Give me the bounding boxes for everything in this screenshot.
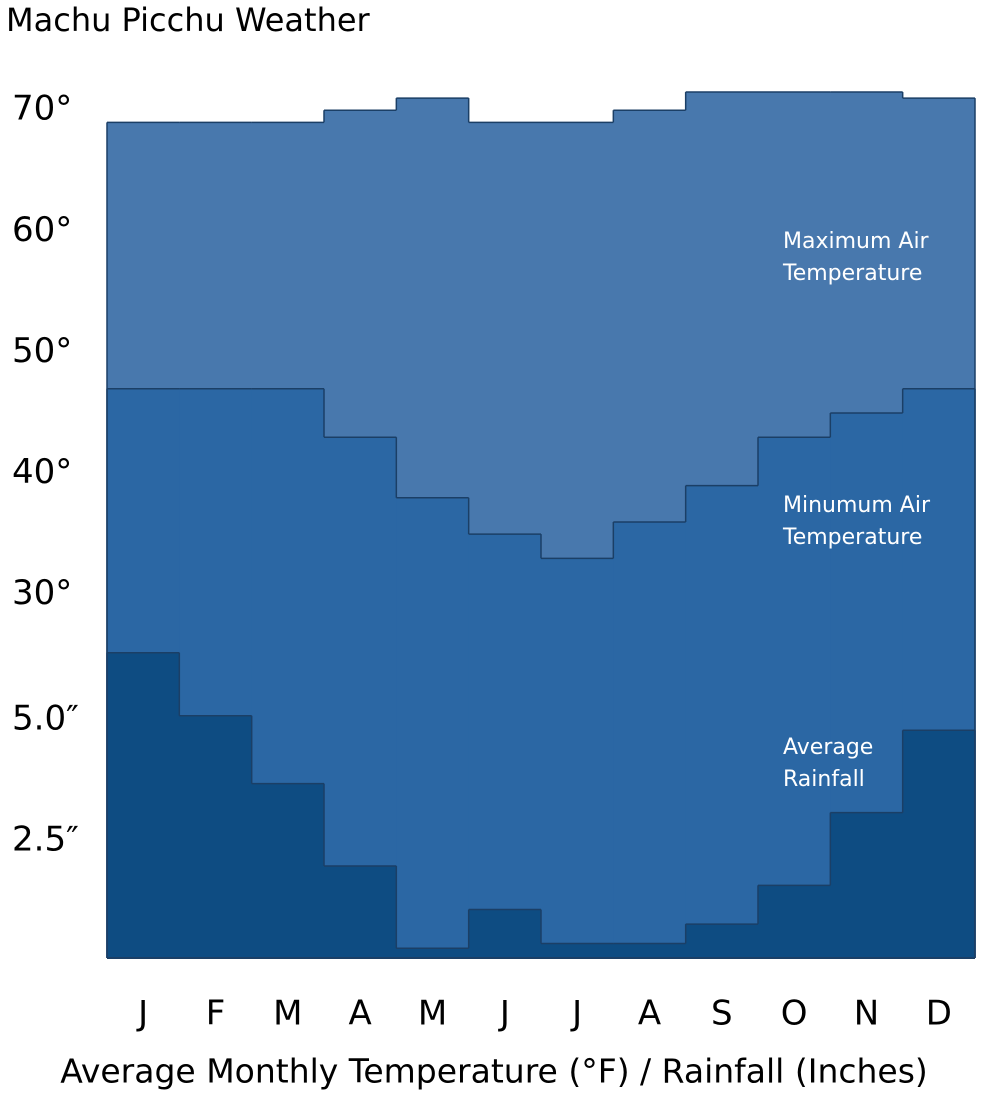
x-tick-label: J xyxy=(136,994,148,1034)
x-tick-label: A xyxy=(638,994,661,1034)
y2-tick-label: 2.5″ xyxy=(12,819,79,859)
y-tick-label: 30° xyxy=(12,573,72,613)
step-area-segment xyxy=(613,522,687,958)
x-tick-label: J xyxy=(570,994,582,1034)
step-area-segment xyxy=(685,924,759,958)
x-tick-label: S xyxy=(711,994,733,1034)
x-tick-label: M xyxy=(273,994,302,1034)
chart-title: Machu Picchu Weather xyxy=(6,1,371,39)
step-area-segment xyxy=(107,652,180,958)
x-tick-label: A xyxy=(349,994,372,1034)
step-area-segment xyxy=(396,497,470,958)
step-area-segment xyxy=(613,943,687,958)
step-area-segment xyxy=(758,437,831,958)
step-area-segment xyxy=(251,783,325,958)
step-area-segment xyxy=(830,812,904,958)
series-label: Maximum Air Temperature xyxy=(783,229,929,286)
step-area-segment xyxy=(179,715,253,958)
step-area-segment xyxy=(324,865,397,958)
step-area-segment xyxy=(541,558,614,958)
y-tick-label: 40° xyxy=(12,452,72,492)
x-tick-label: F xyxy=(206,994,226,1034)
x-tick-label: O xyxy=(781,994,808,1034)
y2-tick-label: 5.0″ xyxy=(12,698,79,738)
y-tick-label: 60° xyxy=(12,210,72,250)
x-tick-label: M xyxy=(418,994,447,1034)
y-tick-label: 70° xyxy=(12,89,72,129)
series-label: Minumum Air Temperature xyxy=(783,493,930,550)
step-area-segment xyxy=(468,909,542,958)
step-area-segment xyxy=(396,948,470,958)
step-area-segment xyxy=(468,534,542,958)
x-tick-label: N xyxy=(854,994,879,1034)
x-tick-label: J xyxy=(498,994,510,1034)
x-axis-label: Average Monthly Temperature (°F) / Rainf… xyxy=(60,1052,928,1091)
series-label: Average Rainfall xyxy=(783,735,874,792)
x-tick-label: D xyxy=(926,994,952,1034)
step-area-segment xyxy=(685,485,759,958)
step-area-segment xyxy=(902,730,976,958)
step-area-segment xyxy=(541,943,614,958)
step-area-segment xyxy=(758,885,831,958)
y-tick-label: 50° xyxy=(12,331,72,371)
